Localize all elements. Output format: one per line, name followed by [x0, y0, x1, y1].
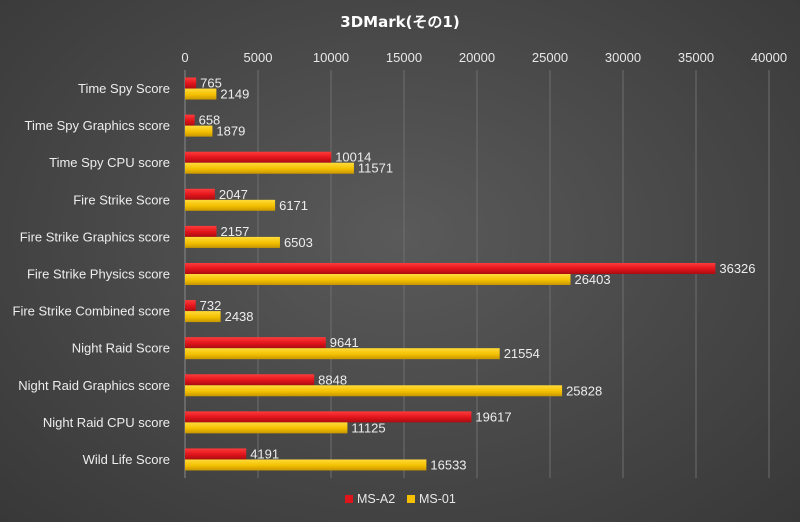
data-label-ms-a2-night-raid-score: 9641 — [330, 335, 359, 350]
category-label-wild-life-score: Wild Life Score — [83, 452, 170, 467]
category-label-fire-strike-graphics-score: Fire Strike Graphics score — [20, 229, 170, 244]
category-label-fire-strike-combined-score: Fire Strike Combined score — [13, 304, 171, 319]
data-label-ms-01-fire-strike-score: 6171 — [279, 198, 308, 213]
bar-ms-01-time-spy-score — [185, 88, 217, 100]
category-label-time-spy-cpu-score: Time Spy CPU score — [49, 155, 170, 170]
bar-ms-01-fire-strike-physics-score — [185, 274, 571, 285]
data-label-ms-a2-time-spy-graphics-score: 658 — [199, 113, 221, 128]
x-tick-label-40000: 40000 — [751, 50, 787, 65]
data-label-ms-a2-time-spy-score: 765 — [200, 76, 222, 91]
x-tick-label-5000: 5000 — [244, 50, 273, 65]
bar-ms-a2-time-spy-graphics-score — [185, 114, 195, 126]
bar-ms-01-fire-strike-score — [185, 199, 276, 211]
bar-ms-01-time-spy-graphics-score — [185, 125, 213, 137]
data-label-ms-a2-fire-strike-physics-score: 36326 — [719, 261, 755, 276]
data-label-ms-a2-time-spy-cpu-score: 10014 — [335, 150, 371, 165]
data-label-ms-01-time-spy-cpu-score: 11571 — [358, 161, 393, 176]
data-label-ms-a2-fire-strike-combined-score: 732 — [200, 298, 222, 313]
category-label-night-raid-graphics-score: Night Raid Graphics score — [18, 378, 170, 393]
category-label-night-raid-score: Night Raid Score — [72, 341, 170, 356]
legend-label-ms-a2: MS-A2 — [357, 492, 395, 506]
x-tick-label-30000: 30000 — [605, 50, 641, 65]
data-label-ms-a2-fire-strike-score: 2047 — [219, 187, 248, 202]
bar-ms-01-night-raid-score — [185, 348, 500, 360]
bar-ms-a2-fire-strike-graphics-score — [185, 225, 217, 237]
chart-title: 3DMark(その1) — [340, 13, 459, 31]
bar-ms-01-fire-strike-graphics-score — [185, 236, 280, 248]
data-label-ms-a2-wild-life-score: 4191 — [250, 446, 279, 461]
category-label-night-raid-cpu-score: Night Raid CPU score — [43, 415, 170, 430]
bar-ms-a2-night-raid-score — [185, 337, 326, 349]
legend-swatch-ms-01 — [407, 495, 415, 503]
data-label-ms-01-fire-strike-combined-score: 2438 — [225, 309, 254, 324]
bar-ms-a2-wild-life-score — [185, 448, 247, 460]
category-label-fire-strike-physics-score: Fire Strike Physics score — [27, 267, 170, 282]
bar-ms-01-night-raid-cpu-score — [185, 422, 348, 434]
bar-ms-a2-fire-strike-physics-score — [185, 263, 716, 274]
category-labels: Time Spy Score Time Spy Graphics score Tim… — [13, 81, 171, 467]
bar-ms-01-wild-life-score — [185, 459, 427, 471]
x-tick-label-25000: 25000 — [532, 50, 568, 65]
category-label-time-spy-graphics-score: Time Spy Graphics score — [25, 118, 170, 133]
legend-label-ms-01: MS-01 — [419, 492, 456, 506]
data-label-ms-01-night-raid-cpu-score: 11125 — [351, 420, 385, 435]
data-label-ms-a2-night-raid-cpu-score: 19617 — [475, 409, 511, 424]
category-label-time-spy-score: Time Spy Score — [78, 81, 170, 96]
data-label-ms-01-night-raid-score: 21554 — [504, 346, 540, 361]
x-tick-label-15000: 15000 — [386, 50, 422, 65]
legend-swatch-ms-a2 — [345, 495, 353, 503]
data-label-ms-01-fire-strike-graphics-score: 6503 — [284, 235, 313, 250]
data-label-ms-01-night-raid-graphics-score: 25828 — [566, 383, 602, 398]
bar-ms-a2-fire-strike-combined-score — [185, 300, 196, 312]
data-label-ms-01-time-spy-score: 2149 — [220, 87, 249, 102]
bar-ms-a2-night-raid-cpu-score — [185, 411, 472, 423]
x-tick-label-0: 0 — [181, 50, 188, 65]
data-label-ms-01-fire-strike-physics-score: 26403 — [574, 272, 610, 287]
category-label-fire-strike-score: Fire Strike Score — [73, 192, 170, 207]
bar-ms-a2-time-spy-score — [185, 77, 197, 89]
bars — [185, 77, 716, 471]
bar-ms-01-night-raid-graphics-score — [185, 385, 563, 397]
bar-ms-01-fire-strike-combined-score — [185, 311, 221, 323]
data-label-ms-a2-night-raid-graphics-score: 8848 — [318, 372, 347, 387]
bar-ms-01-time-spy-cpu-score — [185, 162, 354, 174]
x-tick-label-10000: 10000 — [313, 50, 349, 65]
data-label-ms-a2-fire-strike-graphics-score: 2157 — [220, 224, 249, 239]
x-tick-label-20000: 20000 — [459, 50, 495, 65]
bar-ms-a2-time-spy-cpu-score — [185, 151, 332, 163]
data-label-ms-01-wild-life-score: 16533 — [430, 457, 466, 472]
x-axis-ticks: 0 5000 10000 15000 20000 25000 30000 35000 40000 — [181, 50, 787, 65]
data-label-ms-01-time-spy-graphics-score: 1879 — [216, 124, 245, 139]
bar-ms-a2-fire-strike-score — [185, 188, 215, 200]
bar-ms-a2-night-raid-graphics-score — [185, 374, 315, 386]
x-tick-label-35000: 35000 — [678, 50, 714, 65]
legend: MS-A2 MS-01 — [345, 492, 456, 506]
